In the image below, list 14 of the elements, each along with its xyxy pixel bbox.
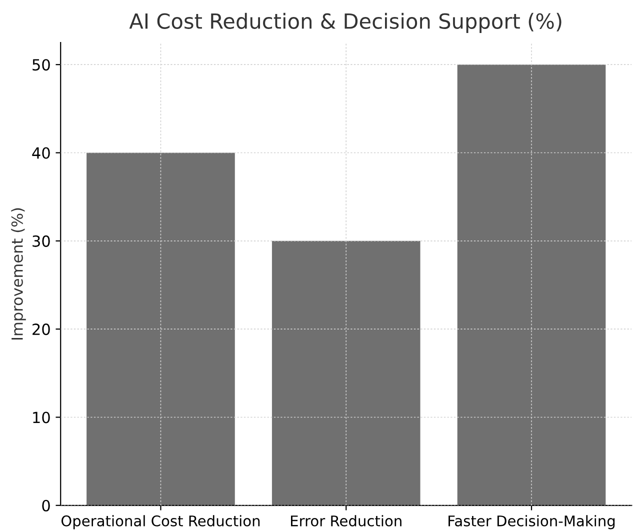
chart-title: AI Cost Reduction & Decision Support (%): [129, 12, 562, 34]
y-tick-label: 30: [32, 235, 50, 247]
bar: [457, 64, 606, 506]
x-tick-label: Error Reduction: [291, 515, 402, 526]
bar: [272, 240, 420, 506]
x-tick-label: Operational Cost Reduction: [61, 515, 260, 530]
y-tick-label: 40: [32, 147, 50, 159]
y-tick-label: 0: [42, 500, 50, 512]
y-axis-title: Improvement (%): [11, 208, 26, 340]
bar: [86, 152, 235, 506]
y-tick-label: 10: [33, 412, 50, 424]
y-tick-label: 20: [32, 324, 50, 336]
y-tick-label: 50: [32, 59, 50, 71]
x-tick-label: Faster Decision-Making: [448, 515, 615, 530]
